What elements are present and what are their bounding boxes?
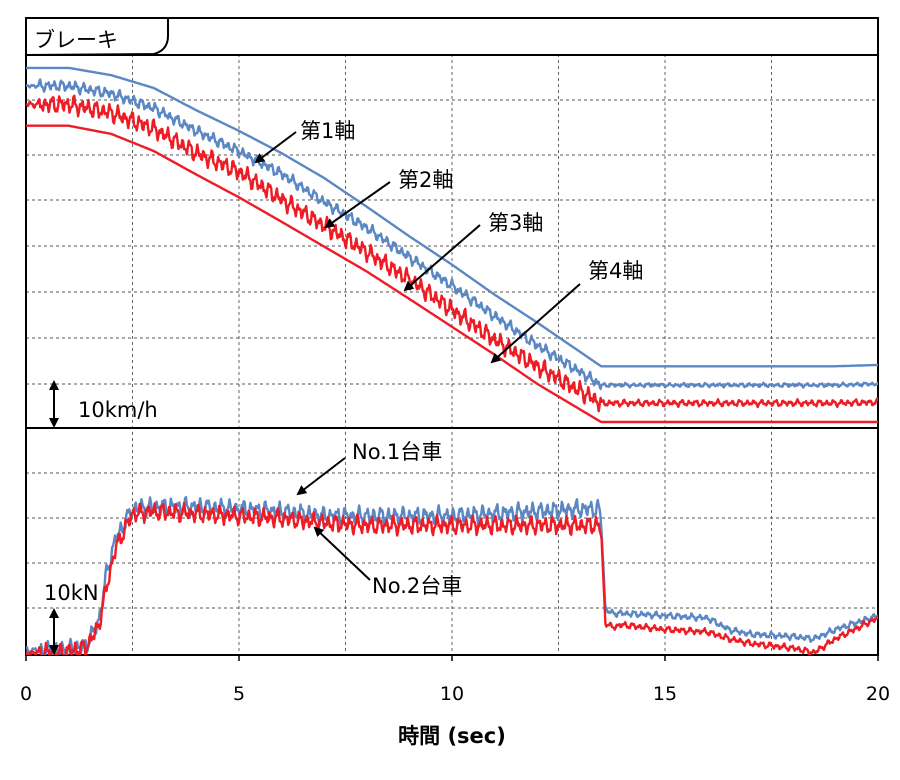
x-tick-label: 15 (653, 683, 677, 705)
x-tick-label: 20 (866, 683, 890, 705)
series-line-top-2 (26, 78, 878, 391)
x-axis-ticks: 0 5 10 15 20 (20, 655, 890, 705)
series-line-bottom-2 (26, 501, 878, 655)
annotation-arrow-bogie1 (296, 457, 346, 496)
annotation-axle1: 第1軸 (300, 119, 355, 143)
speed-scale-label: 10km/h (78, 398, 158, 422)
x-tick-label: 0 (20, 683, 32, 705)
annotation-arrow-axle1 (254, 131, 297, 164)
panel-title: ブレーキ (34, 28, 118, 52)
x-tick-label: 5 (233, 683, 245, 705)
annotation-arrow-axle3 (403, 224, 481, 292)
series-line-top-3 (26, 94, 878, 413)
annotation-axle2: 第2軸 (398, 168, 453, 192)
annotation-axle4: 第4軸 (588, 259, 643, 283)
force-scale-label: 10kN (44, 581, 99, 605)
annotation-axle3: 第3軸 (488, 211, 543, 235)
annotation-bogie1: No.1台車 (352, 440, 442, 464)
series-line-top-4 (26, 124, 878, 424)
title-tab (25, 17, 169, 56)
top-series (26, 66, 878, 424)
x-axis-title: 時間 (sec) (398, 724, 506, 748)
series-line-top-1 (26, 66, 878, 368)
annotation-bogie2: No.2台車 (372, 574, 462, 598)
panel-title-frame (25, 17, 879, 56)
grid (26, 18, 878, 655)
annotation-arrow-axle4 (490, 283, 581, 364)
annotation-arrow-bogie2 (313, 526, 371, 581)
x-tick-label: 10 (440, 683, 464, 705)
bottom-series (26, 495, 878, 655)
annotation-arrow-axle2 (324, 181, 391, 229)
